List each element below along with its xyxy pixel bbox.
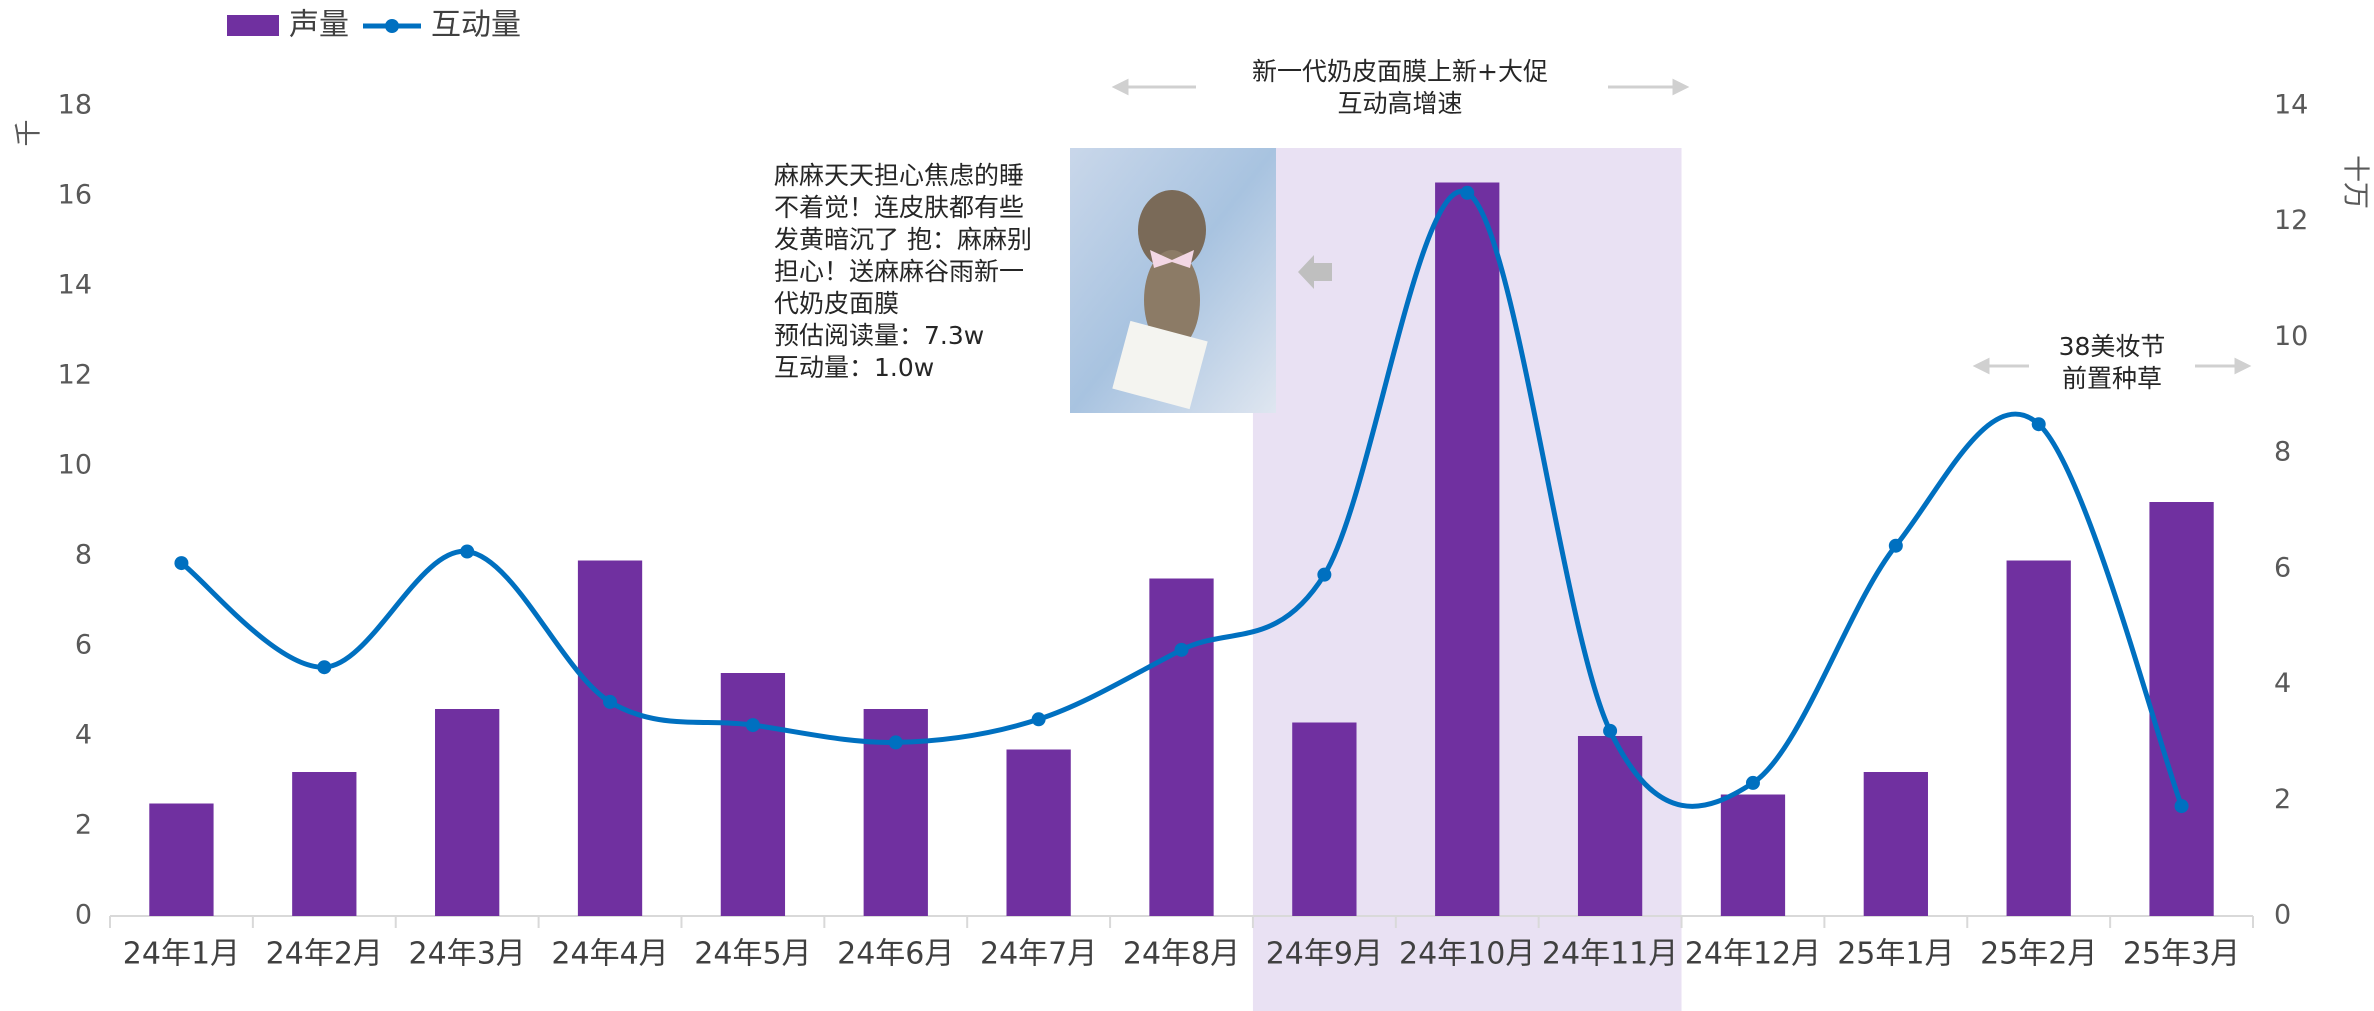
y2-tick-label: 2 — [2274, 784, 2291, 815]
bar — [1863, 772, 1928, 916]
post-text: 代奶皮面膜 — [774, 289, 899, 318]
y-tick-label: 18 — [58, 90, 92, 121]
post-text: 担心！送麻麻谷雨新一 — [774, 257, 1024, 286]
post-image — [1070, 148, 1276, 413]
line-point — [1174, 642, 1189, 657]
x-tick-label: 24年8月 — [1123, 937, 1240, 972]
line-point — [1888, 538, 1903, 553]
line-point — [460, 544, 475, 559]
y2-tick-label: 4 — [2274, 668, 2291, 699]
x-tick-label: 24年11月 — [1542, 937, 1678, 972]
x-tick-label: 24年1月 — [123, 937, 240, 972]
post-text: 发黄暗沉了 抱：麻麻别 — [774, 225, 1032, 254]
line-point — [603, 694, 618, 709]
bar — [1720, 794, 1786, 916]
y-tick-label: 0 — [75, 900, 92, 931]
y-axis-label: 千 — [14, 120, 45, 147]
y-tick-label: 14 — [58, 270, 92, 301]
line-point — [745, 718, 760, 733]
line-point — [1031, 712, 1046, 727]
post-text: 互动量：1.0w — [774, 353, 934, 382]
y2-tick-label: 10 — [2274, 321, 2308, 352]
y2-tick-label: 12 — [2274, 205, 2308, 236]
x-tick-label: 24年6月 — [837, 937, 954, 972]
line-point — [1460, 185, 1475, 200]
y-tick-label: 6 — [75, 630, 92, 661]
post-text: 不着觉！连皮肤都有些 — [774, 193, 1024, 222]
bow — [1150, 250, 1194, 268]
y2-tick-label: 0 — [2274, 900, 2291, 931]
line-point — [174, 556, 189, 571]
x-tick-label: 25年2月 — [1980, 937, 2097, 972]
post-text: 预估阅读量：7.3w — [774, 321, 984, 350]
line-point — [1603, 723, 1618, 738]
legend-label: 声量 — [289, 8, 349, 43]
x-tick-label: 24年4月 — [551, 937, 668, 972]
bar — [2006, 560, 2071, 916]
bar — [149, 803, 214, 916]
bar — [1006, 749, 1071, 916]
x-tick-label: 24年9月 — [1266, 937, 1383, 972]
y2-tick-label: 6 — [2274, 552, 2291, 583]
y-tick-label: 10 — [58, 450, 92, 481]
legend-label: 互动量 — [431, 8, 521, 43]
card — [1112, 320, 1208, 410]
annotation-arrows — [1111, 78, 2252, 375]
line-point — [2174, 799, 2189, 814]
pointer-arrow — [1298, 255, 1332, 289]
post-text: 麻麻天天担心焦虑的睡 — [774, 161, 1024, 190]
x-tick-label: 25年3月 — [2123, 937, 2240, 972]
x-tick-label: 24年2月 — [266, 937, 383, 972]
legend-swatch — [227, 15, 279, 36]
y-tick-label: 16 — [58, 180, 92, 211]
y-tick-label: 4 — [75, 720, 92, 751]
y2-tick-label: 14 — [2274, 90, 2308, 121]
y-tick-label: 12 — [58, 360, 92, 391]
bar — [1149, 578, 1214, 916]
x-tick-label: 25年1月 — [1837, 937, 1954, 972]
line-point — [1317, 567, 1332, 582]
bar — [292, 772, 357, 916]
x-tick-label: 24年7月 — [980, 937, 1097, 972]
line-point — [1745, 775, 1760, 790]
bar — [1435, 182, 1500, 916]
annotation: 38美妆节 — [2059, 332, 2166, 361]
y-tick-label: 8 — [75, 540, 92, 571]
bar — [577, 560, 643, 916]
x-tick-label: 24年12月 — [1685, 937, 1821, 972]
bar — [435, 709, 500, 916]
bar — [2149, 502, 2214, 916]
annotation: 新一代奶皮面膜上新+大促 — [1252, 57, 1548, 86]
line-point — [888, 735, 903, 750]
bar — [1577, 736, 1643, 916]
y2-tick-label: 8 — [2274, 437, 2291, 468]
y-tick-label: 2 — [75, 810, 92, 841]
x-tick-label: 24年10月 — [1399, 937, 1535, 972]
cat-body — [1144, 250, 1200, 350]
cat — [1138, 190, 1206, 270]
bar — [720, 673, 786, 916]
line-point — [317, 660, 332, 675]
legend-swatch-point — [385, 19, 399, 33]
annotation: 前置种草 — [2062, 364, 2162, 393]
x-tick-label: 24年5月 — [694, 937, 811, 972]
y2-axis-label: 十万 — [2340, 155, 2371, 209]
line-point — [2031, 417, 2046, 432]
x-tick-label: 24年3月 — [409, 937, 526, 972]
bar — [1292, 722, 1357, 916]
annotation: 互动高增速 — [1337, 89, 1462, 118]
